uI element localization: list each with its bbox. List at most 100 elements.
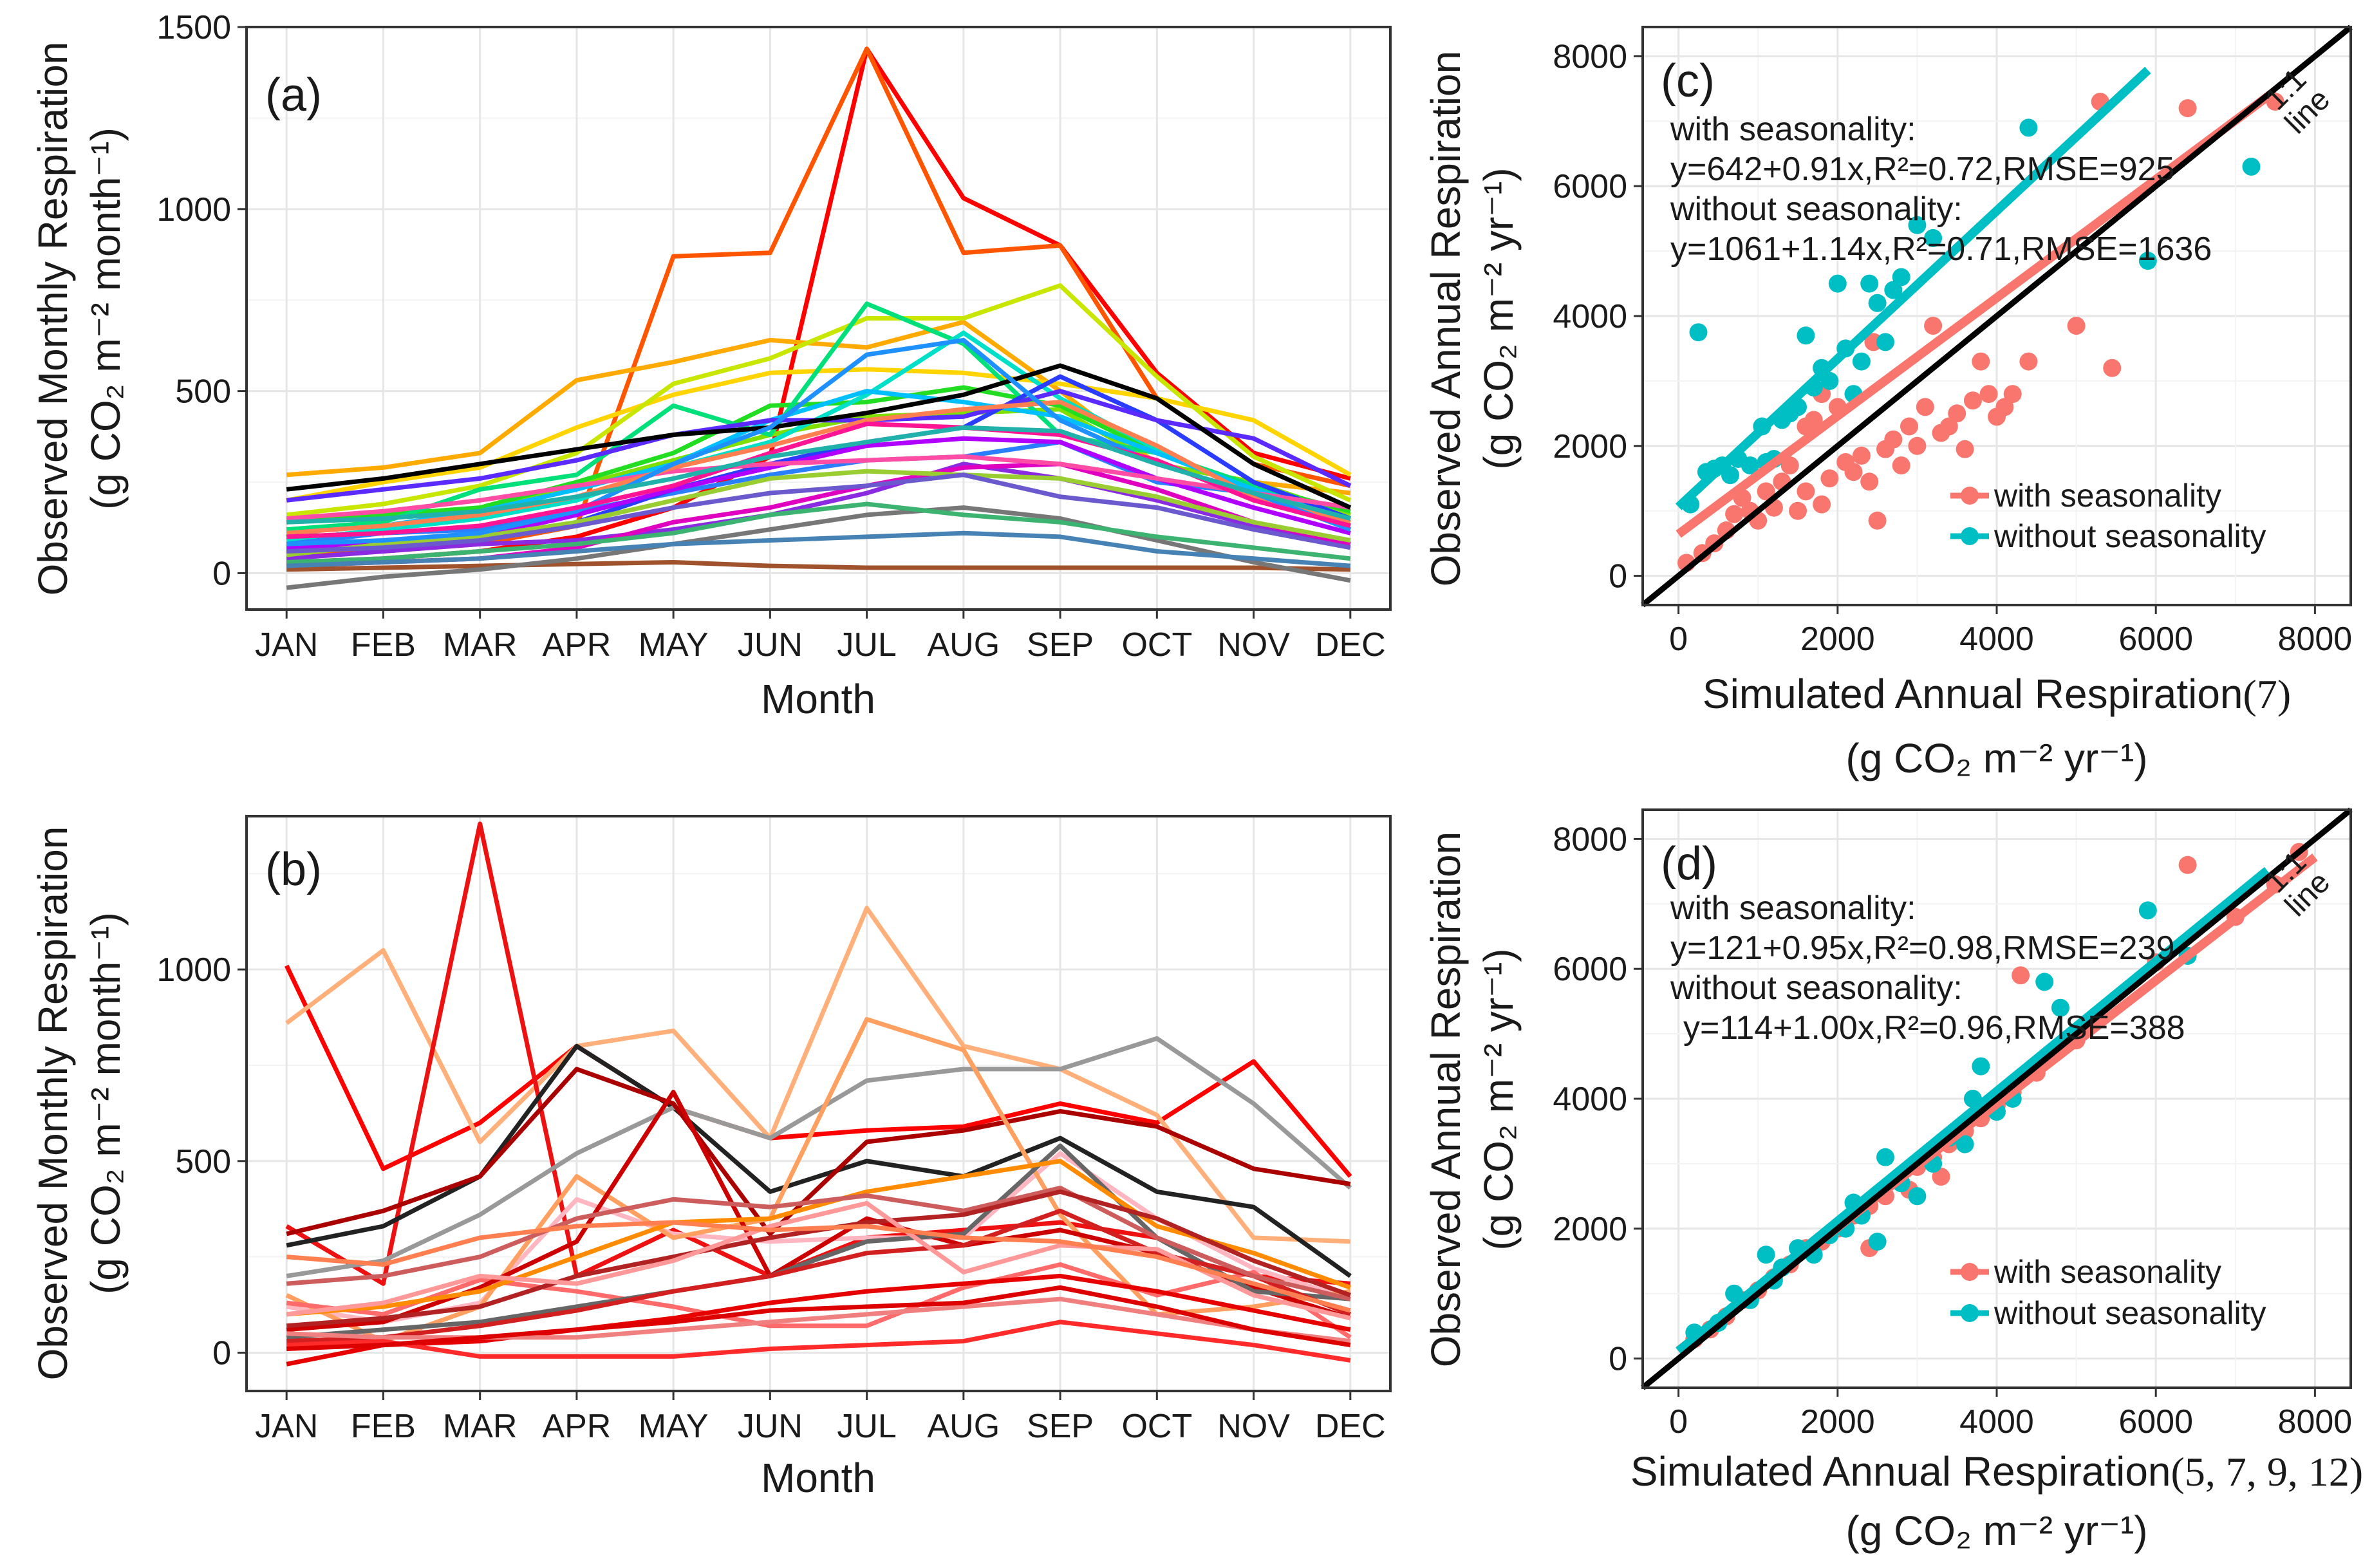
panel-c-y-title-line1: Observed Annual Respiration xyxy=(1423,51,1469,587)
a-x-tick-label: JAN xyxy=(255,626,318,664)
a-series-line xyxy=(286,472,1351,554)
b-series-line xyxy=(286,1067,1351,1237)
panel-b-tag: (b) xyxy=(265,844,322,895)
panel-c-x-title: Simulated Annual Respiration(7) xyxy=(1703,671,2291,717)
a-series-line xyxy=(286,283,1352,518)
c-point-with xyxy=(1892,456,1910,475)
c-point-without xyxy=(1852,352,1871,371)
panel-c-grid xyxy=(1643,27,2351,605)
panel-d-ticks: 0 2000 4000 6000 8000 0 2000 4000 6000 8000 xyxy=(1553,821,2352,1441)
a-series-line xyxy=(286,46,1351,557)
panel-d-legend-without: without seasonality xyxy=(1994,1295,2266,1331)
c-point-without xyxy=(1884,281,1903,299)
a-x-tick-label: JUL xyxy=(837,626,896,664)
c-point-without xyxy=(1689,323,1708,342)
panel-d-y-title-line2: (g CO₂ m⁻² yr⁻¹) xyxy=(1475,948,1522,1250)
c-x-tick-label: 0 xyxy=(1669,621,1688,658)
c-point-with xyxy=(1900,417,1918,436)
c-point-without xyxy=(1892,268,1910,286)
panel-c-annotation-3: without seasonality: xyxy=(1670,191,1963,228)
b-series-line xyxy=(286,1273,1351,1367)
c-point-with xyxy=(1995,398,2014,416)
d-point-without xyxy=(1908,1187,1927,1206)
d-x-tick-label: 8000 xyxy=(2278,1403,2353,1441)
a-series-line xyxy=(286,454,1351,521)
a-series-line xyxy=(286,462,1351,561)
d-y-tick-label: 6000 xyxy=(1553,951,1627,988)
c-point-with xyxy=(2019,352,2038,371)
d-point-without xyxy=(2138,901,2157,920)
c-point-without xyxy=(1828,274,1847,293)
a-y-tick-label: 500 xyxy=(175,373,231,411)
a-x-tick-label: SEP xyxy=(1027,626,1094,664)
c-x-tick-label: 8000 xyxy=(2278,621,2353,658)
a-x-tick-label: FEB xyxy=(351,626,416,664)
c-point-with xyxy=(2003,385,2022,404)
panel-c-x-title-suffix: (7) xyxy=(2243,671,2292,717)
b-y-tick-label: 500 xyxy=(175,1143,231,1181)
panel-d-annotation-3: without seasonality: xyxy=(1670,969,1963,1007)
panel-b-x-title: Month xyxy=(761,1455,875,1501)
c-point-with xyxy=(2178,99,2197,118)
a-x-tick-label: JUN xyxy=(738,626,803,664)
d-point-without xyxy=(1956,1135,1974,1153)
b-x-tick-label: FEB xyxy=(351,1408,416,1445)
b-x-tick-label: OCT xyxy=(1121,1408,1192,1445)
d-point-with xyxy=(2012,966,2030,985)
d-point-without xyxy=(1876,1148,1894,1166)
c-point-with xyxy=(1948,404,1966,423)
a-y-tick-label: 0 xyxy=(212,555,231,592)
c-point-with xyxy=(1797,482,1815,501)
b-series-line xyxy=(286,1159,1351,1317)
panel-d-y-title-line1: Observed Annual Respiration xyxy=(1423,832,1469,1368)
a-x-tick-label: OCT xyxy=(1121,626,1192,664)
panel-a-y-title-line1: Observed Monthly Respiration xyxy=(30,42,76,596)
d-point-without xyxy=(1972,1057,1990,1076)
panel-b-y-title-line1: Observed Monthly Respiration xyxy=(30,826,76,1381)
panel-c-legend-without: without seasonality xyxy=(1994,518,2266,554)
d-x-tick-label: 0 xyxy=(1669,1403,1688,1441)
panel-c: 0 2000 4000 6000 8000 0 2000 4000 6000 8000 (c) w… xyxy=(1423,24,2353,781)
c-y-tick-label: 6000 xyxy=(1553,168,1627,205)
c-point-with xyxy=(1908,436,1927,455)
d-y-tick-label: 2000 xyxy=(1553,1211,1627,1248)
b-x-tick-label: JUN xyxy=(738,1408,803,1445)
panel-c-x-title-units: (g CO₂ m⁻² yr⁻¹) xyxy=(1845,735,2147,781)
b-series-line xyxy=(286,1285,1351,1351)
a-x-tick-label: APR xyxy=(542,626,611,664)
c-point-with xyxy=(1924,317,1943,335)
c-fit-line-without xyxy=(1675,66,2151,510)
d-x-tick-label: 6000 xyxy=(2118,1403,2193,1441)
panel-a-x-title: Month xyxy=(761,676,875,722)
a-series-line xyxy=(286,501,1351,565)
panel-b-series xyxy=(285,821,1352,1367)
a-x-tick-label: AUG xyxy=(928,626,1000,664)
b-x-tick-label: DEC xyxy=(1315,1408,1386,1445)
panel-c-annotation-1: with seasonality: xyxy=(1670,111,1916,148)
c-x-tick-label: 6000 xyxy=(2118,621,2193,658)
b-series-line xyxy=(286,1262,1352,1339)
c-y-tick-label: 8000 xyxy=(1553,38,1627,75)
panel-c-oneone-label: 1:1 line xyxy=(2259,62,2337,140)
panel-d-annotation-1: with seasonality: xyxy=(1670,890,1916,927)
c-point-with xyxy=(1972,352,1990,371)
a-series-line xyxy=(286,505,1351,590)
d-point-without xyxy=(2051,998,2069,1017)
c-point-without xyxy=(2019,118,2038,137)
b-x-tick-label: MAR xyxy=(443,1408,518,1445)
c-point-with xyxy=(1780,456,1799,475)
c-point-with xyxy=(1884,430,1903,449)
a-series-line xyxy=(286,560,1350,572)
c-point-with xyxy=(2103,359,2122,377)
c-point-without xyxy=(2242,157,2261,176)
panel-d-x-title-units: (g CO₂ m⁻² yr⁻¹) xyxy=(1845,1507,2147,1554)
panel-d-marks xyxy=(1641,807,2353,1390)
b-y-tick-label: 0 xyxy=(212,1334,231,1372)
panel-d-x-title-suffix: (5, 7, 9, 12) xyxy=(2171,1449,2364,1495)
c-point-without xyxy=(2138,252,2157,270)
b-series-line xyxy=(286,1043,1352,1278)
b-x-tick-label: SEP xyxy=(1027,1408,1094,1445)
a-series-line xyxy=(286,530,1351,568)
c-y-tick-label: 0 xyxy=(1609,558,1627,595)
c-point-with xyxy=(1860,472,1879,491)
